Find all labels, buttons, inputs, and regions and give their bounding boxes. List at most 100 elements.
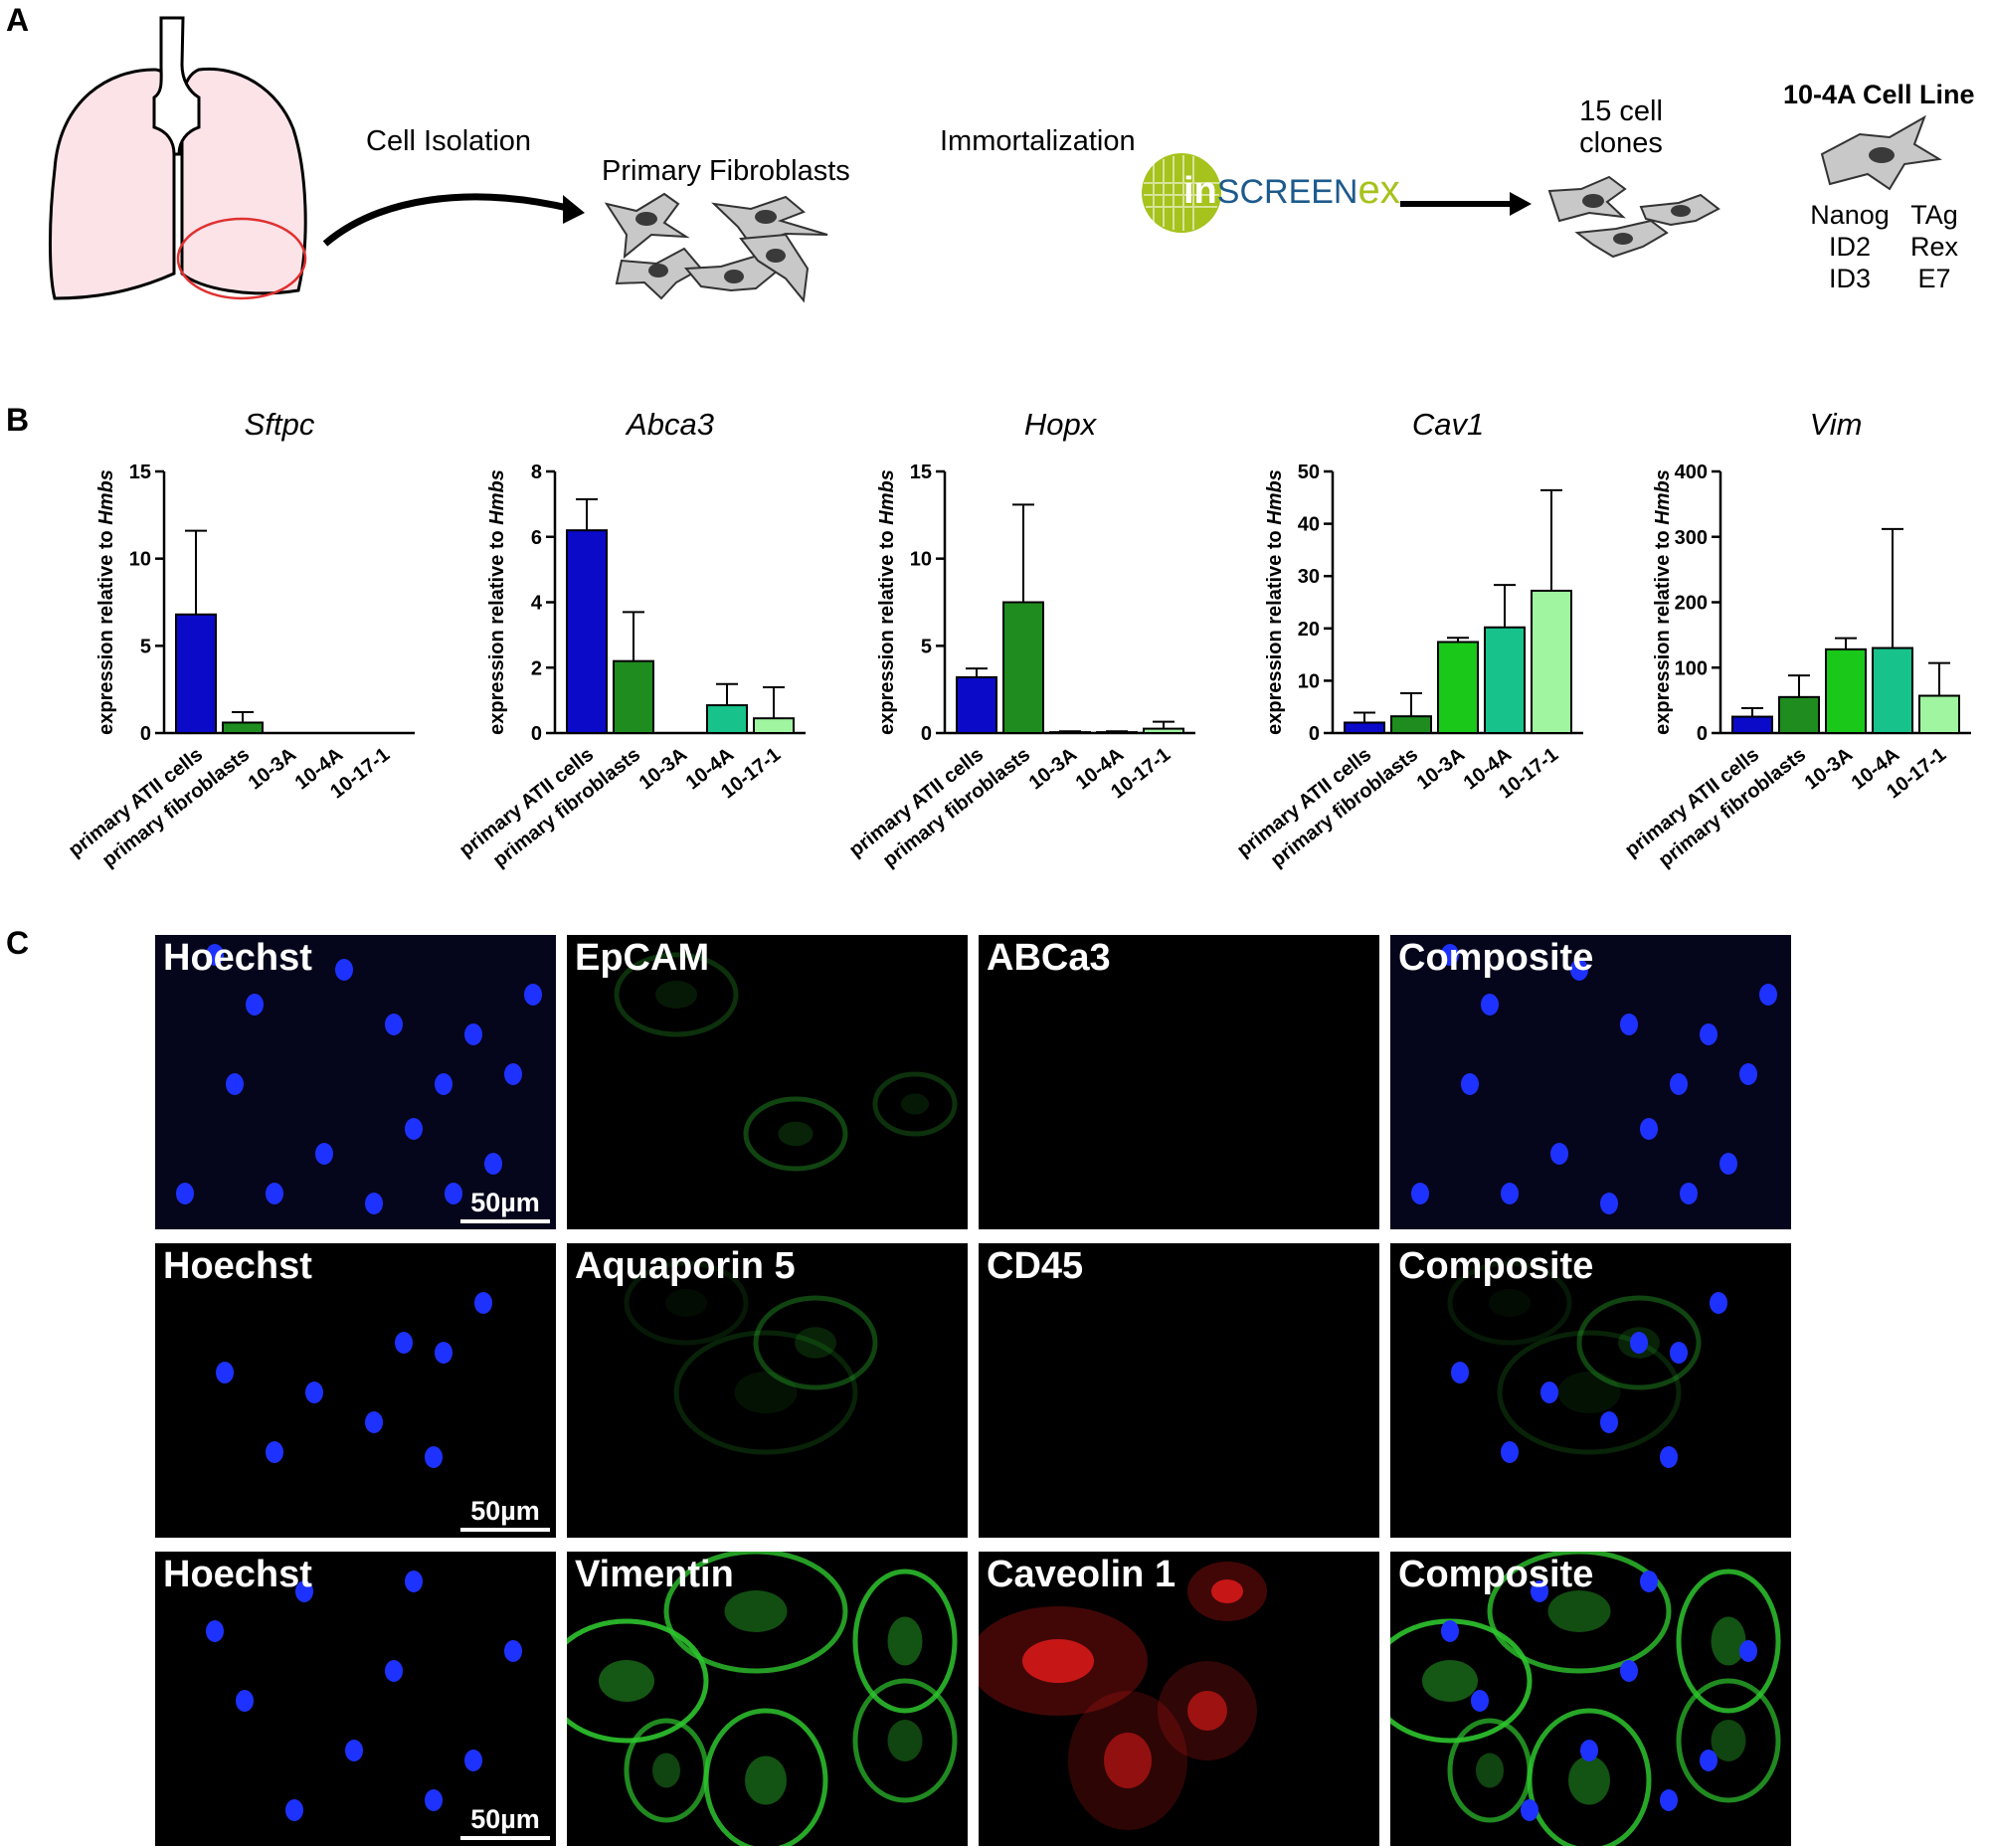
y-axis-label: expression relative to Hmbs (1652, 469, 1674, 735)
image-background (567, 1243, 968, 1538)
y-tick-label: 15 (129, 462, 151, 483)
nucleus (206, 1620, 224, 1642)
chart-cav1: Cav1 expression relative to Hmbs 0 10 20 30 40… (1233, 407, 1583, 871)
fluorescence-image (567, 1552, 968, 1846)
bar (1344, 721, 1385, 734)
bar (1872, 647, 1913, 735)
gene-item: ID3 (1828, 264, 1872, 293)
green-cell-body (1568, 1756, 1610, 1805)
cell-line-cell (1820, 114, 1942, 191)
green-stained-cell (1487, 1552, 1672, 1674)
scale-bar-line (460, 1528, 550, 1532)
chart-vim: Vim expression relative to Hmbs 0 100 200 300… (1621, 407, 1971, 871)
nucleus (504, 1640, 522, 1662)
bar (1778, 695, 1820, 735)
microscopy-tile-vimentin: Vimentin (567, 1552, 968, 1846)
green-stained-cell (852, 1678, 958, 1803)
nucleus (425, 1789, 443, 1811)
y-axis-label-gene: Hmbs (876, 469, 898, 525)
y-axis-label-text: expression relative to (486, 525, 508, 735)
green-cell-body (901, 1093, 929, 1115)
nucleus (1411, 1183, 1429, 1204)
label-primary-fibroblasts: Primary Fibroblasts (602, 155, 850, 187)
chart-title: Abca3 (625, 407, 714, 442)
nucleus (524, 984, 542, 1006)
y-tick-label: 100 (1675, 657, 1708, 679)
nucleus (385, 1660, 403, 1682)
scale-bar: 50µm (460, 1188, 550, 1223)
y-axis-label-text: expression relative to (1652, 525, 1674, 735)
green-cell-body (887, 1720, 923, 1761)
tile-label: Hoechst (163, 1554, 312, 1595)
nucleus (226, 1073, 244, 1095)
y-tick-label: 300 (1675, 527, 1708, 549)
green-stained-cell (663, 1552, 848, 1674)
y-tick-label: 0 (140, 723, 151, 745)
nucleus (1531, 1580, 1548, 1602)
image-background (567, 935, 968, 1229)
bar (1096, 731, 1138, 735)
lung-illustration (49, 16, 307, 300)
green-stained-cell (1497, 1330, 1682, 1455)
y-axis-label-text: expression relative to (95, 525, 117, 735)
tile-label: Aquaporin 5 (575, 1245, 796, 1287)
bar (1531, 589, 1572, 734)
nucleus (1640, 1118, 1658, 1140)
y-axis-label-gene: Hmbs (1264, 469, 1286, 525)
nucleus (1580, 1740, 1598, 1761)
green-cell-body (795, 1327, 836, 1359)
nucleus (1759, 984, 1777, 1006)
nucleus (1451, 1362, 1469, 1384)
tile-label: Composite (1398, 1554, 1594, 1595)
y-axis-label-text: expression relative to (876, 525, 898, 735)
nucleus (246, 994, 264, 1016)
primary-fibroblast-cells (604, 192, 828, 303)
nuclei-set-a (635, 210, 786, 283)
y-tick-label: 30 (1298, 566, 1320, 588)
green-cell-body (655, 981, 697, 1009)
logo-part-ex: ex (1357, 168, 1400, 212)
green-cell-body (652, 1753, 680, 1788)
nucleus (1570, 959, 1588, 981)
tile-label: CD45 (987, 1245, 1084, 1287)
green-cell-body (1476, 1753, 1504, 1788)
bar (1390, 715, 1432, 735)
scale-bar-label: 50µm (470, 1188, 540, 1217)
bar (222, 721, 264, 734)
y-axis-label: expression relative to Hmbs (876, 469, 898, 735)
scale-bar-label: 50µm (470, 1496, 540, 1526)
fluorescence-image (979, 1552, 1379, 1846)
nucleus (176, 1183, 194, 1204)
nucleus (405, 1118, 423, 1140)
microscopy-tile-cd45: CD45 (979, 1243, 1379, 1538)
scale-bar-line (460, 1219, 550, 1223)
image-background (155, 935, 556, 1229)
nucleus (365, 1193, 383, 1214)
y-tick-label: 5 (921, 636, 932, 657)
panel-label-a: A (6, 2, 30, 38)
green-stained-cell (753, 1295, 878, 1390)
nucleus (345, 1740, 363, 1761)
fluorescence-image (155, 1552, 556, 1846)
fluorescence-image (1390, 1552, 1791, 1846)
green-stained-cell (1676, 1569, 1781, 1714)
microscopy-tile-composite: Composite (1390, 1552, 1791, 1846)
isolation-arrow (322, 193, 573, 247)
nucleus (1640, 1571, 1658, 1592)
nucleus (464, 1750, 482, 1771)
x-tick-label: 10-3A (1801, 744, 1857, 795)
gene-item: E7 (1917, 264, 1951, 293)
nucleus (266, 1441, 283, 1463)
logo-part-in: in (1183, 170, 1217, 212)
bar (1049, 731, 1091, 735)
nucleus (1630, 1332, 1648, 1354)
y-tick-label: 20 (1298, 619, 1320, 641)
y-tick-label: 5 (140, 636, 151, 657)
nucleus (1660, 1446, 1678, 1468)
y-tick-label: 8 (531, 462, 542, 483)
panel-label-b: B (6, 402, 30, 438)
nucleus (504, 1063, 522, 1085)
isolation-arrowhead (563, 195, 585, 224)
red-stained-core (1022, 1639, 1094, 1683)
